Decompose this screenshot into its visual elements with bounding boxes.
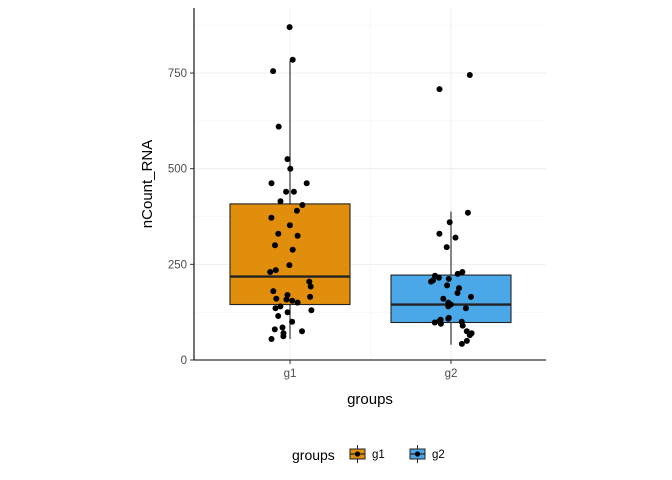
data-point-g2 <box>437 320 444 327</box>
data-point-g1 <box>272 242 278 249</box>
data-point-g1 <box>272 267 279 274</box>
data-point-g2 <box>431 319 438 326</box>
data-point-g2 <box>459 269 466 275</box>
data-point-g1 <box>272 305 279 312</box>
data-point-g2 <box>454 270 461 277</box>
data-point-g2 <box>466 72 473 78</box>
jitter-points <box>267 24 475 347</box>
data-point-g2 <box>443 244 450 251</box>
legend-label-g1: g1 <box>372 449 385 461</box>
data-point-g2 <box>436 230 443 237</box>
data-point-g1 <box>275 313 282 319</box>
data-point-g1 <box>284 309 291 316</box>
data-point-g2 <box>464 209 471 216</box>
y-axis-label: nCount_RNA <box>139 140 156 228</box>
data-point-g2 <box>446 219 453 226</box>
y-ticks: 0 250 500 750 <box>168 68 194 367</box>
box-layer <box>229 60 512 345</box>
data-point-g1 <box>275 230 282 237</box>
data-point-g2 <box>459 322 466 329</box>
box-g2 <box>390 274 512 324</box>
data-point-g1 <box>306 278 313 285</box>
legend-key-point-g1 <box>354 451 361 457</box>
data-point-g1 <box>307 293 314 300</box>
data-point-g1 <box>286 24 293 31</box>
data-point-g1 <box>275 123 282 130</box>
data-point-g1 <box>268 214 275 221</box>
y-tick-label: 250 <box>168 259 187 271</box>
data-point-g1 <box>273 295 280 302</box>
data-point-g2 <box>435 274 442 281</box>
data-point-g1 <box>289 297 296 304</box>
legend-label-g2: g2 <box>432 449 445 461</box>
data-point-g1 <box>284 292 291 298</box>
y-tick-label: 750 <box>168 68 187 80</box>
y-tick-label: 500 <box>168 164 187 176</box>
data-point-g2 <box>436 86 443 93</box>
data-point-g2 <box>445 303 452 310</box>
data-point-g1 <box>286 262 293 269</box>
data-point-g1 <box>277 198 284 205</box>
data-point-g2 <box>428 278 435 285</box>
data-point-g1 <box>280 333 287 340</box>
data-point-g1 <box>307 283 314 290</box>
data-point-g2 <box>468 293 474 300</box>
data-point-g2 <box>440 295 447 302</box>
data-point-g2 <box>444 282 451 289</box>
x-tick-label: g2 <box>445 368 458 380</box>
legend-title: groups <box>292 447 335 463</box>
data-point-g1 <box>299 202 306 208</box>
data-point-g1 <box>271 326 278 333</box>
data-point-g1 <box>289 56 296 63</box>
data-point-g2 <box>458 340 465 347</box>
data-point-g1 <box>283 296 290 303</box>
box-g1 <box>229 203 351 306</box>
y-tick-label: 0 <box>181 355 187 367</box>
legend: groups g1 g2 <box>292 445 445 463</box>
data-point-g1 <box>293 207 300 214</box>
data-point-g1 <box>277 303 284 310</box>
x-ticks: g1 g2 <box>284 360 458 380</box>
data-point-g1 <box>279 324 286 331</box>
data-point-g1 <box>289 246 296 253</box>
data-point-g1 <box>283 188 290 195</box>
legend-key-point-g2 <box>414 451 421 457</box>
data-point-g1 <box>294 232 301 239</box>
data-point-g1 <box>286 222 293 229</box>
data-point-g1 <box>287 165 294 172</box>
data-point-g1 <box>267 269 274 275</box>
data-point-g2 <box>452 234 459 241</box>
data-point-g2 <box>456 285 462 292</box>
data-point-g2 <box>454 290 461 296</box>
data-point-g1 <box>289 318 296 325</box>
data-point-g1 <box>270 68 277 75</box>
data-point-g1 <box>268 336 275 342</box>
data-point-g2 <box>445 275 452 282</box>
data-point-g2 <box>466 332 473 339</box>
x-tick-label: g1 <box>284 368 297 380</box>
data-point-g2 <box>463 337 470 344</box>
data-point-g1 <box>268 180 275 187</box>
data-point-g1 <box>290 188 297 195</box>
axes <box>193 8 546 361</box>
data-point-g2 <box>445 315 452 322</box>
data-point-g2 <box>462 305 469 312</box>
data-point-g1 <box>308 307 315 314</box>
data-point-g1 <box>294 299 301 306</box>
data-point-g1 <box>303 180 310 187</box>
data-point-g1 <box>270 288 277 295</box>
data-point-g1 <box>284 156 291 163</box>
x-axis-label: groups <box>347 391 393 408</box>
data-point-g1 <box>299 328 305 335</box>
